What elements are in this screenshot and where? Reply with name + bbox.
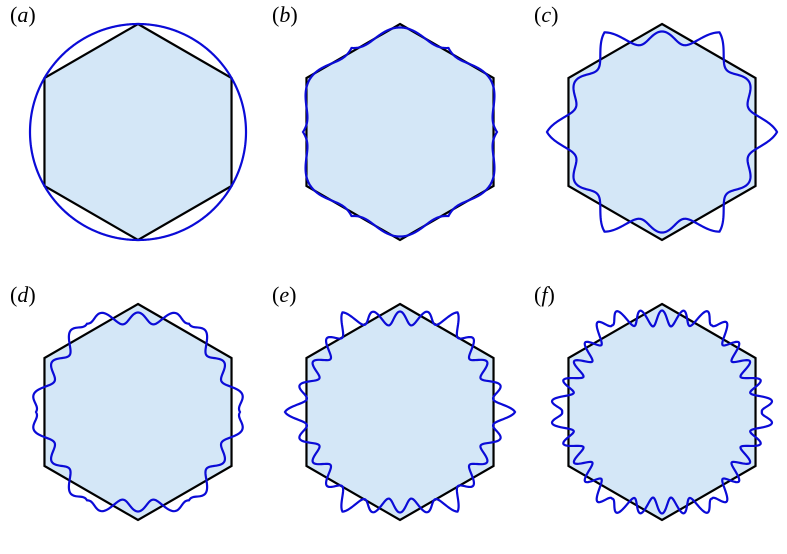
- hexagon-harmonic-figure: (a) (b) (c) (d) (e) (f): [0, 0, 787, 554]
- panel-b: (b): [272, 0, 528, 260]
- panel-svg-d: [10, 284, 266, 540]
- hexagon: [306, 304, 493, 520]
- panel-label-e: (e): [272, 282, 296, 308]
- hexagon: [568, 304, 755, 520]
- panel-label-c: (c): [534, 2, 558, 28]
- panel-d: (d): [10, 280, 266, 540]
- panel-a: (a): [10, 0, 266, 260]
- panel-svg-e: [272, 284, 528, 540]
- panel-label-f: (f): [534, 282, 555, 308]
- hexagon: [44, 304, 231, 520]
- panel-e: (e): [272, 280, 528, 540]
- panel-svg-b: [272, 4, 528, 260]
- hexagon: [568, 24, 755, 240]
- panel-svg-a: [10, 4, 266, 260]
- panel-label-b: (b): [272, 2, 298, 28]
- panel-c: (c): [534, 0, 787, 260]
- hexagon: [306, 24, 493, 240]
- hexagon: [44, 24, 231, 240]
- panel-label-d: (d): [10, 282, 36, 308]
- panel-svg-c: [534, 4, 787, 260]
- panel-svg-f: [534, 284, 787, 540]
- panel-f: (f): [534, 280, 787, 540]
- panel-label-a: (a): [10, 2, 36, 28]
